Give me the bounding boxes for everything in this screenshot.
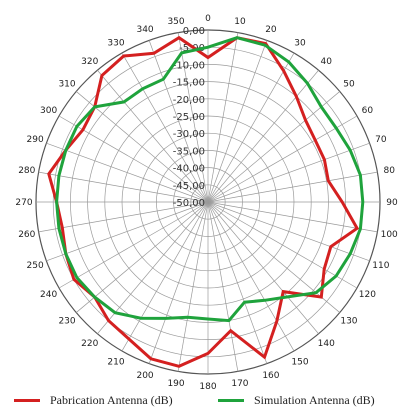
radial-tick-label: -5,00 — [179, 43, 205, 54]
grid-spoke — [38, 201, 209, 233]
grid-spoke — [207, 171, 378, 203]
angle-tick-label: 90 — [386, 198, 398, 208]
series-line-simulation — [55, 36, 365, 323]
grid-spoke — [121, 201, 209, 352]
grid-spoke — [97, 70, 209, 203]
grid-spoke — [207, 32, 239, 203]
angular-tick-labels: 0 10 20 30 40 50 60 70 80 90 100 110 120 130 140 150 160… — [15, 14, 398, 392]
angular-grid — [36, 30, 380, 374]
grid-spoke — [207, 91, 340, 203]
angle-tick-label: 240 — [40, 290, 57, 300]
angle-tick-label: 350 — [167, 17, 184, 27]
legend-swatch-simulation — [218, 398, 244, 402]
radial-tick-label: -20,00 — [173, 95, 205, 106]
grid-spoke — [76, 201, 209, 313]
grid-spoke — [207, 70, 319, 203]
radial-tick-label: -45,00 — [173, 181, 205, 192]
grid-spoke — [121, 52, 209, 203]
angle-tick-label: 150 — [291, 357, 308, 367]
angle-tick-label: 120 — [359, 290, 376, 300]
grid-spoke — [207, 201, 239, 372]
angle-tick-label: 270 — [15, 198, 32, 208]
angle-tick-label: 130 — [340, 316, 357, 326]
legend-swatch-fabrication — [14, 398, 40, 402]
grid-spoke — [38, 171, 209, 203]
angle-tick-label: 340 — [136, 25, 153, 35]
grid-spoke — [46, 142, 209, 203]
angle-tick-label: 260 — [18, 230, 35, 240]
grid-spoke — [207, 142, 370, 203]
grid-spoke — [177, 32, 209, 203]
grid-spoke — [207, 201, 295, 352]
radial-tick-label: -10,00 — [173, 60, 205, 71]
angle-tick-label: 160 — [262, 371, 279, 381]
angle-tick-label: 290 — [27, 135, 44, 145]
angle-tick-label: 20 — [265, 25, 277, 35]
legend-item-simulation: Simulation Antenna (dB) — [218, 392, 375, 408]
angle-tick-label: 70 — [375, 135, 387, 145]
grid-spoke — [207, 52, 295, 203]
angle-tick-label: 230 — [58, 316, 75, 326]
radial-tick-label: -35,00 — [173, 146, 205, 157]
angle-tick-label: 250 — [27, 261, 44, 271]
angle-tick-label: 60 — [362, 106, 374, 116]
angle-tick-label: 80 — [383, 166, 395, 176]
grid-spoke — [207, 115, 358, 203]
angle-tick-label: 320 — [81, 57, 98, 67]
angle-tick-label: 0 — [205, 14, 211, 24]
angle-tick-label: 10 — [234, 17, 246, 27]
legend-label-simulation: Simulation Antenna (dB) — [254, 392, 375, 407]
grid-spoke — [207, 201, 340, 313]
radial-tick-label: 0,00 — [183, 26, 205, 37]
grid-spoke — [46, 201, 209, 262]
grid-spoke — [177, 201, 209, 372]
radial-tick-label: -15,00 — [173, 78, 205, 89]
grid-spoke — [58, 201, 209, 289]
grid-spoke — [207, 40, 268, 203]
angle-tick-label: 180 — [199, 382, 216, 392]
radial-tick-label: -40,00 — [173, 164, 205, 175]
radial-tick-label: -30,00 — [173, 129, 205, 140]
angle-tick-label: 140 — [318, 339, 335, 349]
grid-spoke — [148, 201, 209, 364]
legend-label-fabrication: Pabrication Antenna (dB) — [50, 392, 173, 407]
grid-spoke — [148, 40, 209, 203]
grid-spoke — [207, 201, 370, 262]
angle-tick-label: 30 — [294, 39, 306, 49]
angle-tick-label: 50 — [343, 80, 355, 90]
radial-tick-label: -50,00 — [173, 198, 205, 209]
grid-spoke — [207, 201, 358, 289]
angle-tick-label: 300 — [40, 106, 57, 116]
legend-item-fabrication: Pabrication Antenna (dB) — [14, 392, 173, 408]
grid-spoke — [207, 201, 378, 233]
radial-tick-labels: 0,00 -5,00 -10,00 -15,00 -20,00 -25,00 -30,00 -… — [173, 26, 205, 209]
angle-tick-label: 170 — [231, 379, 248, 389]
angle-tick-label: 220 — [81, 339, 98, 349]
angle-tick-label: 280 — [18, 166, 35, 176]
angle-tick-label: 190 — [167, 379, 184, 389]
angle-tick-label: 110 — [372, 261, 389, 271]
grid-spoke — [207, 201, 268, 364]
angle-tick-label: 40 — [321, 57, 333, 67]
radial-tick-label: -25,00 — [173, 112, 205, 123]
grid-spoke — [207, 201, 319, 334]
series-layer — [47, 35, 365, 368]
angle-tick-label: 330 — [107, 39, 124, 49]
angle-tick-label: 310 — [58, 80, 75, 90]
series-line-fabrication — [47, 35, 360, 368]
grid-spoke — [76, 91, 209, 203]
angle-tick-label: 200 — [136, 371, 153, 381]
angle-tick-label: 210 — [107, 357, 124, 367]
angle-tick-label: 100 — [381, 230, 398, 240]
